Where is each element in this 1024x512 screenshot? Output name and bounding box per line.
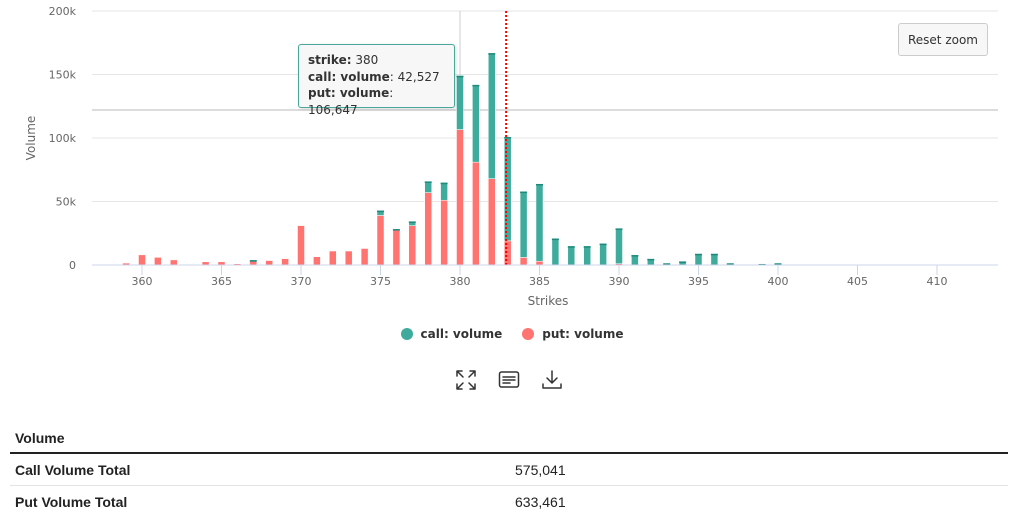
y-tick-label: 150k bbox=[49, 69, 77, 82]
tooltip-put-line: put: volume: 106,647 bbox=[308, 85, 445, 118]
legend-item-put[interactable]: put: volume bbox=[522, 327, 624, 341]
fullscreen-icon bbox=[456, 370, 476, 390]
chart-toolbar bbox=[454, 368, 564, 392]
bar-put bbox=[329, 250, 337, 266]
x-tick-label: 385 bbox=[529, 275, 550, 288]
y-tick-label: 200k bbox=[49, 5, 77, 18]
legend-item-call[interactable]: call: volume bbox=[400, 327, 503, 341]
bar-call bbox=[615, 227, 623, 264]
bar-call bbox=[472, 84, 480, 163]
bar-put bbox=[472, 161, 480, 266]
bar-call bbox=[599, 243, 607, 266]
bar-put bbox=[392, 229, 401, 266]
x-tick-label: 410 bbox=[927, 275, 948, 288]
summary-label-call: Call Volume Total bbox=[15, 461, 131, 478]
bar-call bbox=[503, 136, 512, 242]
tooltip-strike-value: 380 bbox=[355, 53, 379, 67]
x-tick-label: 360 bbox=[132, 275, 153, 288]
x-axis-title: Strikes bbox=[528, 294, 569, 308]
y-tick-label: 0 bbox=[69, 259, 76, 272]
summary-row-call: Call Volume Total 575,041 bbox=[10, 454, 1008, 486]
x-tick-label: 395 bbox=[688, 275, 709, 288]
grid-lines bbox=[92, 10, 998, 202]
summary-value-call: 575,041 bbox=[515, 461, 566, 478]
bar-put bbox=[488, 178, 496, 266]
summary-value-put: 633,461 bbox=[515, 494, 566, 510]
summary-row-put: Put Volume Total 633,461 bbox=[10, 486, 1008, 512]
tooltip-strike-line: strike: 380 bbox=[308, 52, 445, 69]
y-tick-label: 50k bbox=[56, 196, 77, 209]
tooltip-call-line: call: volume: 42,527 bbox=[308, 69, 445, 86]
bar-put bbox=[535, 260, 544, 266]
bar-put bbox=[265, 260, 273, 266]
summary-header: Volume bbox=[10, 424, 1008, 454]
bar-call bbox=[535, 183, 544, 262]
download-icon bbox=[542, 370, 562, 389]
legend-label-call: call: volume bbox=[420, 327, 503, 341]
legend-marker-call bbox=[400, 328, 413, 340]
data-table-icon bbox=[498, 371, 520, 388]
y-axis: 0 50k 100k 150k 200k bbox=[49, 5, 77, 272]
data-table-button[interactable] bbox=[497, 368, 521, 392]
tooltip-call-label: call: volume bbox=[308, 69, 390, 84]
fullscreen-button[interactable] bbox=[454, 368, 478, 392]
bar-put bbox=[360, 248, 369, 266]
y-axis-title: Volume bbox=[24, 116, 38, 161]
bar-call bbox=[551, 238, 560, 266]
bar-put bbox=[249, 260, 258, 266]
tooltip-put-label: put: volume bbox=[308, 86, 390, 100]
bar-call bbox=[376, 210, 385, 216]
x-tick-label: 375 bbox=[370, 275, 391, 288]
bar-put bbox=[456, 129, 464, 266]
legend-label-put: put: volume bbox=[542, 327, 624, 341]
legend-marker-put bbox=[522, 328, 535, 340]
bar-put bbox=[281, 258, 289, 266]
tooltip-call-value: : 42,527 bbox=[389, 69, 440, 84]
bar-put bbox=[313, 256, 321, 266]
bar-put bbox=[138, 254, 146, 266]
bar-put bbox=[424, 192, 432, 266]
bar-call bbox=[567, 245, 576, 266]
bar-put bbox=[408, 225, 417, 266]
x-tick-label: 380 bbox=[450, 275, 471, 288]
bar-put bbox=[519, 257, 528, 266]
bar-call bbox=[408, 220, 417, 226]
bars bbox=[122, 52, 782, 266]
bar-put bbox=[297, 225, 305, 266]
bar-call bbox=[488, 52, 496, 179]
x-tick-label: 370 bbox=[291, 275, 312, 288]
reset-zoom-button[interactable]: Reset zoom bbox=[898, 23, 988, 56]
tooltip: strike: 380 call: volume: 42,527 put: vo… bbox=[298, 44, 455, 117]
bar-call bbox=[456, 75, 464, 130]
summary-label-put: Put Volume Total bbox=[15, 494, 128, 510]
x-tick-label: 400 bbox=[768, 275, 789, 288]
bar-put bbox=[344, 250, 353, 266]
x-tick-label: 365 bbox=[211, 275, 232, 288]
tooltip-strike-label: strike: bbox=[308, 53, 352, 67]
bar-put bbox=[376, 215, 385, 266]
bar-put bbox=[440, 199, 448, 266]
bar-call bbox=[424, 180, 432, 193]
volume-summary-table: Volume Call Volume Total 575,041 Put Vol… bbox=[10, 424, 1008, 512]
x-tick-label: 390 bbox=[609, 275, 630, 288]
bar-call bbox=[583, 245, 591, 266]
chart-legend: call: volume put: volume bbox=[0, 327, 1024, 341]
volume-chart[interactable]: 360 365 370 375 380 385 390 395 400 405 410 0 50k 10… bbox=[0, 0, 1024, 360]
x-axis: 360 365 370 375 380 385 390 395 400 405 410 bbox=[92, 264, 998, 288]
bar-call bbox=[519, 191, 528, 258]
bar-put bbox=[170, 259, 178, 266]
bar-call bbox=[440, 182, 448, 201]
bar-put bbox=[154, 257, 162, 266]
download-button[interactable] bbox=[540, 368, 564, 392]
y-tick-label: 100k bbox=[49, 132, 77, 145]
tooltip-put-value: : 106,647 bbox=[308, 86, 394, 117]
x-tick-label: 405 bbox=[847, 275, 868, 288]
